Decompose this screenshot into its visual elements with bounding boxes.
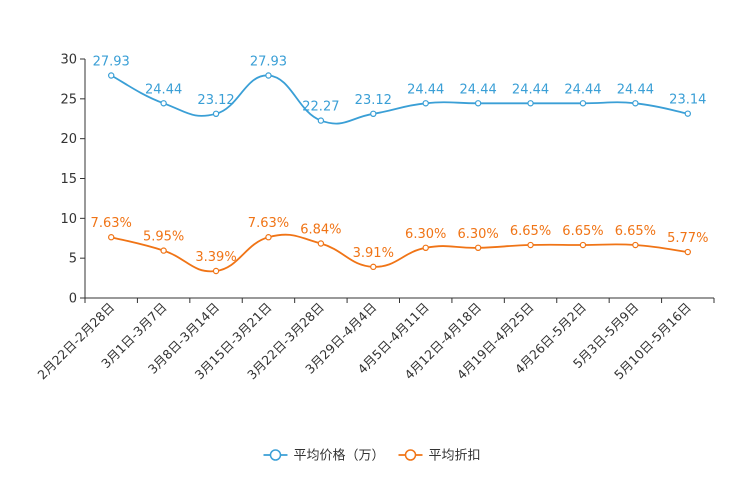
data-label: 7.63%	[248, 216, 289, 231]
data-label: 27.93	[93, 54, 130, 69]
data-point	[212, 110, 220, 118]
data-label: 5.95%	[143, 230, 184, 245]
data-point	[422, 244, 429, 252]
data-point	[370, 110, 377, 118]
data-point	[579, 100, 587, 107]
data-label: 3.39%	[195, 250, 236, 265]
x-tick-label: 2月22日-2月28日	[34, 300, 117, 383]
series-layer: 27.93 24.44 23.12 27.93 22.27 23.12 24.44 24.44…	[91, 54, 708, 275]
data-label: 24.44	[145, 82, 182, 97]
data-label: 24.44	[407, 82, 444, 97]
data-label: 23.12	[355, 93, 392, 108]
y-tick-label: 25	[60, 92, 77, 107]
data-label: 27.93	[250, 54, 287, 69]
data-point	[684, 248, 691, 256]
y-tick-label: 20	[60, 132, 77, 147]
y-tick-label: 15	[60, 172, 77, 187]
data-point	[422, 100, 429, 107]
y-tick-label: 10	[60, 212, 77, 227]
data-point	[317, 117, 325, 124]
data-label: 22.27	[302, 100, 339, 115]
legend-label: 平均折扣	[429, 449, 481, 464]
data-label: 7.63%	[91, 216, 132, 231]
data-point	[632, 241, 639, 249]
data-point	[684, 110, 691, 117]
data-label: 3.91%	[353, 246, 394, 261]
y-tick-label: 5	[69, 252, 77, 267]
data-point	[579, 241, 587, 249]
y-tick-label: 0	[69, 292, 77, 307]
data-point	[108, 234, 115, 241]
y-tick-label: 30	[60, 53, 77, 68]
data-label: 24.44	[617, 82, 654, 97]
legend-marker	[404, 449, 417, 461]
data-label: 24.44	[460, 82, 497, 97]
data-label: 6.65%	[562, 224, 603, 239]
data-point	[265, 72, 272, 79]
data-point	[160, 100, 167, 107]
data-point	[160, 247, 167, 254]
data-label: 24.44	[512, 82, 549, 97]
data-point	[527, 241, 534, 249]
data-label: 6.84%	[300, 223, 341, 238]
legend-marker	[269, 449, 282, 461]
data-label: 5.77%	[667, 231, 708, 246]
legend-item-2: 平均折扣	[398, 449, 481, 464]
legend-item-1: 平均价格（万）	[263, 448, 385, 464]
data-point	[370, 263, 377, 271]
data-label: 6.65%	[615, 224, 656, 239]
data-label: 24.44	[564, 82, 601, 97]
data-point	[265, 234, 272, 241]
data-point	[108, 72, 115, 79]
legend: 平均价格（万） 平均折扣	[263, 448, 481, 464]
data-point	[527, 100, 534, 107]
data-label: 6.65%	[510, 224, 551, 239]
data-label: 23.12	[197, 93, 234, 108]
data-label: 23.14	[669, 93, 706, 108]
data-point	[317, 240, 325, 247]
data-label: 6.30%	[457, 227, 498, 242]
data-point	[474, 100, 482, 107]
data-point	[474, 244, 482, 252]
data-point	[212, 267, 220, 275]
data-point	[632, 100, 639, 107]
data-label: 6.30%	[405, 227, 446, 242]
legend-label: 平均价格（万）	[293, 448, 384, 464]
